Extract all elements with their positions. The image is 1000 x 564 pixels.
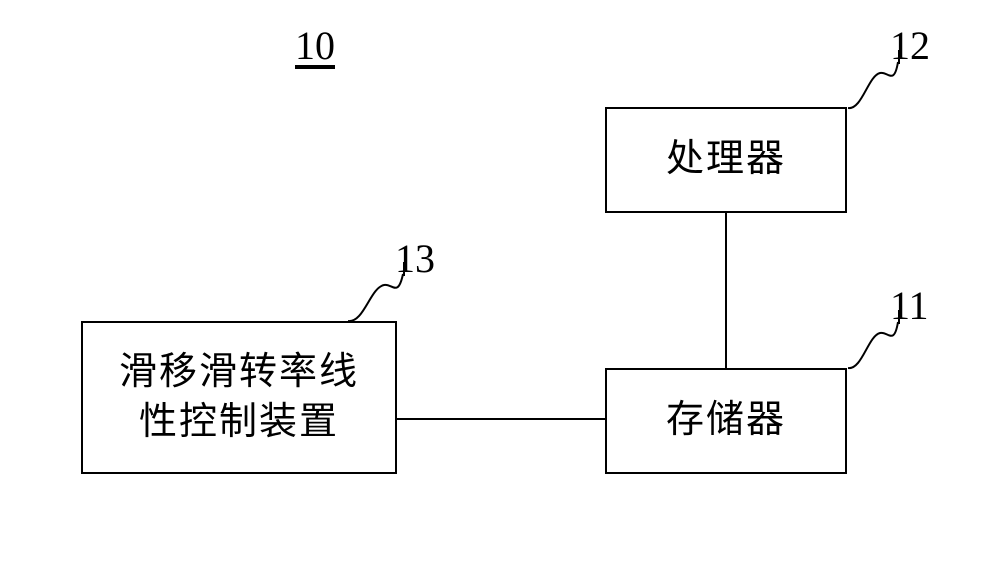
node-processor-label: 处理器: [666, 135, 786, 184]
connector-curve-13: [348, 270, 410, 325]
node-controller-label: 滑移滑转率线 性控制装置: [119, 348, 359, 447]
node-controller-label-line2: 性控制装置: [139, 401, 339, 443]
node-memory-label: 存储器: [666, 396, 786, 445]
edge-controller-memory: [397, 418, 605, 420]
edge-processor-memory: [725, 213, 727, 368]
connector-curve-11: [848, 318, 906, 373]
node-controller: 滑移滑转率线 性控制装置: [81, 321, 397, 474]
node-controller-label-line1: 滑移滑转率线: [119, 351, 359, 393]
connector-tail-12: [898, 50, 900, 64]
node-processor: 处理器: [605, 107, 847, 213]
node-memory: 存储器: [605, 368, 847, 474]
connector-curve-12: [848, 58, 906, 113]
diagram-main-label: 10: [295, 22, 335, 69]
connector-tail-11: [898, 310, 900, 324]
connector-tail-13: [403, 262, 405, 276]
